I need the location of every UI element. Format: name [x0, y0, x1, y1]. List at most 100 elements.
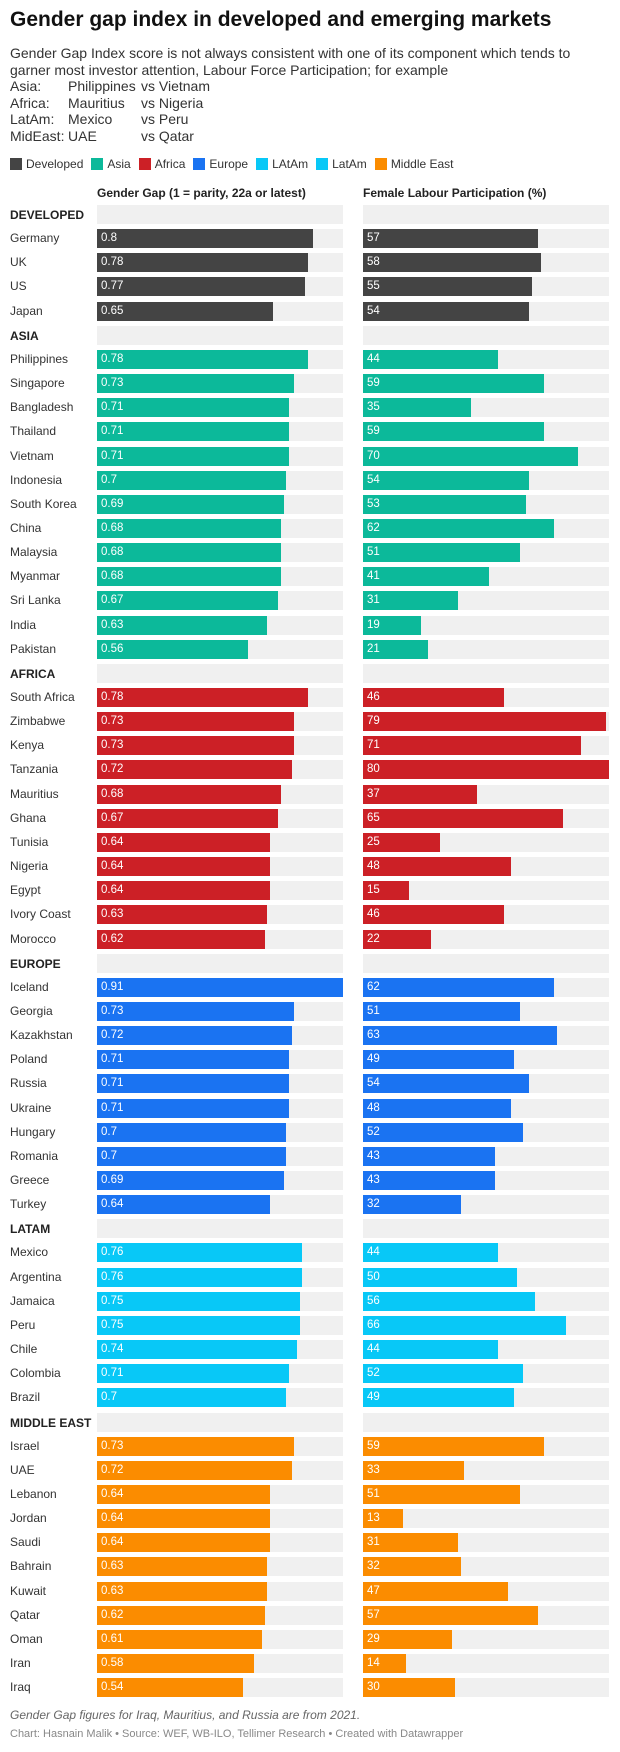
- bar-gap: [97, 591, 278, 611]
- legend-label: Europe: [209, 157, 249, 171]
- bar-flp: [363, 1460, 464, 1480]
- data-label: 22: [367, 932, 380, 945]
- data-label: 44: [367, 1246, 380, 1259]
- bar-flp: [363, 1629, 452, 1649]
- row-label: Sri Lanka: [10, 593, 61, 608]
- bar-flp: [363, 688, 504, 707]
- data-label: 0.64: [101, 1512, 124, 1525]
- data-label: 71: [367, 739, 380, 752]
- data-label: 0.68: [101, 570, 124, 583]
- bar-gap: [97, 277, 305, 297]
- bar-flp: [363, 1436, 544, 1456]
- row-label: Zimbabwe: [10, 714, 66, 729]
- legend-item: Europe: [193, 157, 248, 171]
- example-row: Africa: Mauritius vs Nigeria: [10, 95, 610, 112]
- example-row: LatAm: Mexico vs Peru: [10, 111, 610, 128]
- data-label: 56: [367, 1294, 380, 1307]
- data-label: 19: [367, 618, 380, 631]
- data-label: 25: [367, 835, 380, 848]
- data-label: 51: [367, 1487, 380, 1500]
- bar-flp: [363, 881, 409, 901]
- data-label: 53: [367, 497, 380, 510]
- bar-gap: [97, 1460, 292, 1480]
- bar-track: [363, 953, 609, 973]
- bar-flp: [363, 977, 554, 997]
- data-label: 0.64: [101, 1198, 124, 1211]
- bar-flp: [363, 1388, 514, 1408]
- row-label: China: [10, 520, 42, 535]
- data-label: 0.65: [101, 304, 124, 317]
- row-label: Peru: [10, 1317, 36, 1332]
- bar-gap: [97, 1315, 300, 1335]
- data-label: 54: [367, 1077, 380, 1090]
- row-label: Jamaica: [10, 1293, 55, 1308]
- data-label: 0.64: [101, 1536, 124, 1549]
- row-label: Iran: [10, 1656, 31, 1670]
- bar-track: [97, 205, 343, 224]
- row-label: Jordan: [10, 1511, 47, 1526]
- bar-flp: [363, 1557, 461, 1577]
- row-label: Pakistan: [10, 641, 57, 656]
- legend-label: Developed: [26, 157, 84, 171]
- row-label: Nigeria: [10, 859, 49, 874]
- row-label: Ghana: [10, 810, 47, 825]
- bar-track: [363, 205, 609, 224]
- data-label: 44: [367, 352, 380, 365]
- credit-line: Chart: Hasnain Malik • Source: WEF, WB-I…: [10, 1728, 464, 1740]
- bar-gap: [97, 688, 308, 707]
- data-label: 0.62: [101, 1608, 124, 1621]
- legend-item: Developed: [10, 157, 83, 171]
- bar-flp: [363, 1026, 557, 1046]
- bar-gap: [97, 1026, 292, 1046]
- bar-flp: [363, 494, 526, 514]
- bar-flp: [363, 470, 529, 490]
- row-label: Iraq: [10, 1680, 31, 1695]
- bar-flp: [363, 374, 544, 394]
- bar-track: [97, 663, 343, 683]
- data-label: 49: [367, 1053, 380, 1066]
- bar-gap: [97, 1195, 270, 1215]
- example-a: Mexico: [68, 111, 113, 127]
- data-label: 0.73: [101, 715, 124, 728]
- bar-track: [97, 1412, 343, 1432]
- legend-swatch: [374, 158, 387, 170]
- legend-swatch: [256, 158, 269, 170]
- row-label: Russia: [10, 1076, 47, 1091]
- bar-flp: [363, 398, 471, 418]
- bar-gap: [97, 1001, 294, 1021]
- bar-flp: [363, 446, 578, 466]
- data-label: 0.73: [101, 1004, 124, 1017]
- bar-gap: [97, 1509, 270, 1529]
- data-label: 59: [367, 1439, 380, 1452]
- bar-gap: [97, 736, 294, 756]
- legend-item: LatAm: [316, 157, 367, 171]
- row-label: Turkey: [10, 1197, 47, 1212]
- data-label: 70: [367, 449, 380, 462]
- bar-flp: [363, 1171, 495, 1190]
- data-label: 0.68: [101, 546, 124, 559]
- bar-gap: [97, 639, 248, 659]
- bar-flp: [363, 639, 428, 659]
- bar-gap: [97, 1484, 270, 1504]
- legend-label: Middle East: [390, 157, 454, 171]
- row-label: Brazil: [10, 1390, 41, 1405]
- bar-gap: [97, 349, 308, 369]
- bar-flp: [363, 349, 498, 369]
- row-label: Colombia: [10, 1366, 61, 1381]
- bar-flp: [363, 1315, 566, 1335]
- data-label: 57: [367, 1608, 380, 1621]
- legend-label: LAtAm: [272, 157, 309, 171]
- bar-flp: [363, 857, 511, 877]
- legend-item: LAtAm: [256, 157, 308, 171]
- bar-flp: [363, 567, 489, 587]
- legend-label: Asia: [107, 157, 131, 171]
- data-label: 80: [367, 763, 380, 776]
- row-label: Kazakhstan: [10, 1028, 73, 1043]
- bar-flp: [363, 1098, 511, 1118]
- data-label: 31: [367, 594, 380, 607]
- bar-track: [363, 1219, 609, 1239]
- data-label: 51: [367, 1004, 380, 1017]
- example-region: Africa:: [10, 94, 50, 111]
- legend-item: Asia: [91, 157, 131, 171]
- data-label: 0.76: [101, 1270, 124, 1283]
